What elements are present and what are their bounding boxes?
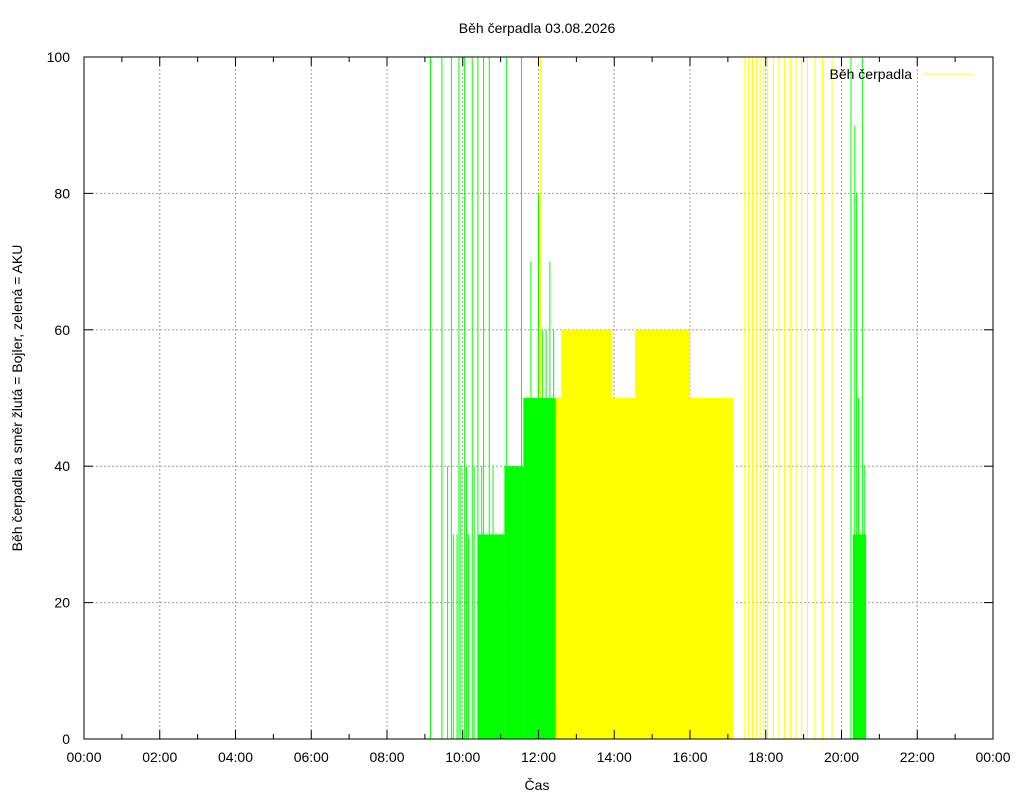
data-layer	[430, 57, 867, 739]
data-span	[504, 466, 524, 739]
x-tick-label: 16:00	[672, 749, 707, 765]
chart-title: Běh čerpadla 03.08.2026	[459, 20, 616, 36]
x-tick-label: 14:00	[597, 749, 632, 765]
x-tick-label: 20:00	[824, 749, 859, 765]
y-axis-label: Běh čerpadla a směr žlutá = Bojler, zele…	[9, 245, 25, 552]
y-tick-label: 60	[54, 322, 70, 338]
legend-label: Běh čerpadla	[829, 66, 912, 82]
x-tick-label: 02:00	[142, 749, 177, 765]
x-axis-label: Čas	[525, 777, 550, 793]
y-tick-label: 80	[54, 185, 70, 201]
x-tick-label: 06:00	[294, 749, 329, 765]
data-span	[635, 329, 690, 739]
x-tick-label: 04:00	[218, 749, 253, 765]
y-tick-label: 20	[54, 595, 70, 611]
data-span	[561, 329, 613, 739]
data-span	[477, 534, 505, 739]
x-tick-label: 22:00	[900, 749, 935, 765]
x-tick-label: 10:00	[445, 749, 480, 765]
x-tick-label: 00:00	[975, 749, 1010, 765]
ticks: 00:00 02:00 04:00 06:00 08:00 10:00 12:00 14:00…	[47, 49, 1011, 765]
x-tick-label: 12:00	[521, 749, 556, 765]
series-0	[539, 57, 833, 739]
y-tick-label: 0	[62, 731, 70, 747]
data-span	[523, 398, 556, 739]
x-tick-label: 00:00	[66, 749, 101, 765]
y-tick-label: 40	[54, 458, 70, 474]
x-tick-label: 18:00	[748, 749, 783, 765]
y-tick-label: 100	[47, 49, 71, 65]
legend: Běh čerpadla	[829, 66, 973, 82]
x-tick-label: 08:00	[369, 749, 404, 765]
series-1	[430, 57, 867, 739]
